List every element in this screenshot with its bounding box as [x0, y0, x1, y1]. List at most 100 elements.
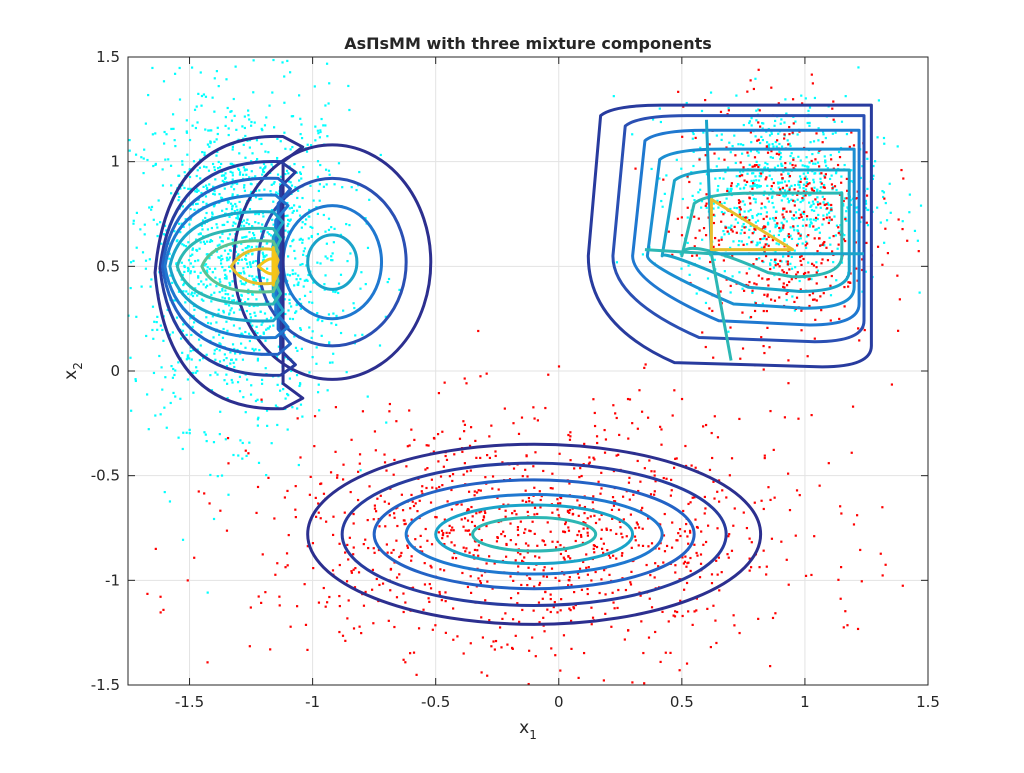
scatter-point — [491, 587, 494, 590]
scatter-point — [602, 551, 605, 554]
y-tick-label: 1 — [110, 153, 120, 171]
scatter-point — [274, 404, 278, 407]
right-skewed-contour — [586, 103, 873, 369]
scatter-point — [331, 252, 334, 255]
scatter-point — [346, 543, 349, 547]
scatter-point — [355, 188, 358, 192]
scatter-point — [247, 288, 250, 291]
scatter-point — [231, 145, 234, 149]
scatter-point — [175, 240, 178, 243]
scatter-point — [289, 245, 292, 248]
scatter-point — [262, 258, 265, 261]
scatter-point — [181, 447, 184, 451]
scatter-point — [181, 273, 184, 277]
scatter-point — [746, 90, 749, 93]
scatter-point — [182, 283, 185, 287]
scatter-point — [226, 397, 229, 400]
scatter-point — [778, 150, 781, 153]
scatter-point — [239, 280, 242, 283]
scatter-point — [217, 85, 220, 88]
scatter-point — [243, 283, 246, 286]
scatter-point — [722, 177, 725, 180]
scatter-point — [305, 254, 308, 258]
scatter-point — [161, 328, 164, 332]
scatter-point — [253, 311, 256, 314]
scatter-point — [256, 357, 260, 360]
scatter-point — [203, 153, 206, 157]
scatter-point — [786, 197, 789, 200]
scatter-point — [148, 258, 151, 261]
scatter-point — [865, 194, 869, 197]
scatter-point — [663, 550, 667, 553]
x-tick-label: -1 — [305, 693, 320, 711]
scatter-point — [235, 217, 238, 220]
scatter-point — [654, 480, 657, 483]
scatter-point — [542, 575, 545, 578]
scatter-point — [728, 141, 731, 144]
scatter-point — [254, 189, 258, 192]
scatter-point — [761, 237, 764, 241]
scatter-point — [218, 360, 222, 363]
scatter-point — [254, 221, 257, 224]
scatter-point — [515, 513, 518, 516]
scatter-point — [247, 332, 251, 335]
scatter-point — [151, 305, 155, 308]
scatter-point — [217, 312, 220, 316]
scatter-point — [308, 371, 311, 374]
scatter-point — [225, 529, 229, 532]
scatter-point — [877, 99, 881, 102]
scatter-point — [704, 345, 707, 349]
scatter-point — [542, 569, 545, 572]
scatter-point — [797, 155, 800, 158]
scatter-point — [202, 200, 205, 204]
scatter-point — [498, 626, 502, 629]
scatter-point — [810, 73, 813, 76]
scatter-point — [328, 361, 332, 364]
scatter-point — [416, 510, 419, 513]
scatter-point — [784, 166, 787, 170]
scatter-point — [781, 186, 785, 190]
scatter-point — [509, 522, 512, 525]
scatter-point — [330, 322, 333, 325]
scatter-point — [738, 211, 741, 214]
scatter-point — [262, 162, 266, 166]
scatter-point — [589, 515, 592, 518]
scatter-point — [287, 222, 290, 226]
scatter-point — [816, 269, 819, 272]
scatter-point — [533, 532, 536, 535]
scatter-point — [293, 335, 296, 338]
scatter-point — [202, 185, 205, 188]
scatter-point — [287, 309, 290, 312]
scatter-point — [617, 508, 621, 511]
scatter-point — [824, 164, 828, 167]
scatter-point — [301, 415, 304, 418]
scatter-point — [844, 218, 847, 221]
scatter-point — [774, 216, 777, 220]
scatter-point — [229, 110, 232, 113]
scatter-point — [342, 309, 345, 312]
scatter-point — [820, 182, 823, 185]
scatter-point — [464, 529, 467, 532]
scatter-point — [688, 180, 691, 184]
scatter-point — [848, 145, 851, 148]
scatter-point — [717, 157, 720, 160]
scatter-point — [602, 542, 605, 545]
scatter-point — [629, 581, 632, 584]
scatter-point — [474, 439, 477, 442]
scatter-point — [249, 321, 252, 324]
scatter-point — [748, 196, 751, 199]
scatter-point — [219, 259, 223, 262]
scatter-point — [819, 244, 822, 247]
scatter-point — [821, 223, 824, 226]
scatter-point — [187, 241, 190, 244]
scatter-point — [795, 273, 798, 276]
scatter-point — [163, 142, 166, 145]
scatter-point — [184, 218, 187, 221]
scatter-point — [761, 277, 764, 280]
scatter-point — [270, 183, 273, 186]
scatter-point — [735, 207, 739, 210]
scatter-point — [770, 258, 773, 262]
scatter-point — [243, 186, 246, 189]
scatter-point — [693, 245, 696, 248]
